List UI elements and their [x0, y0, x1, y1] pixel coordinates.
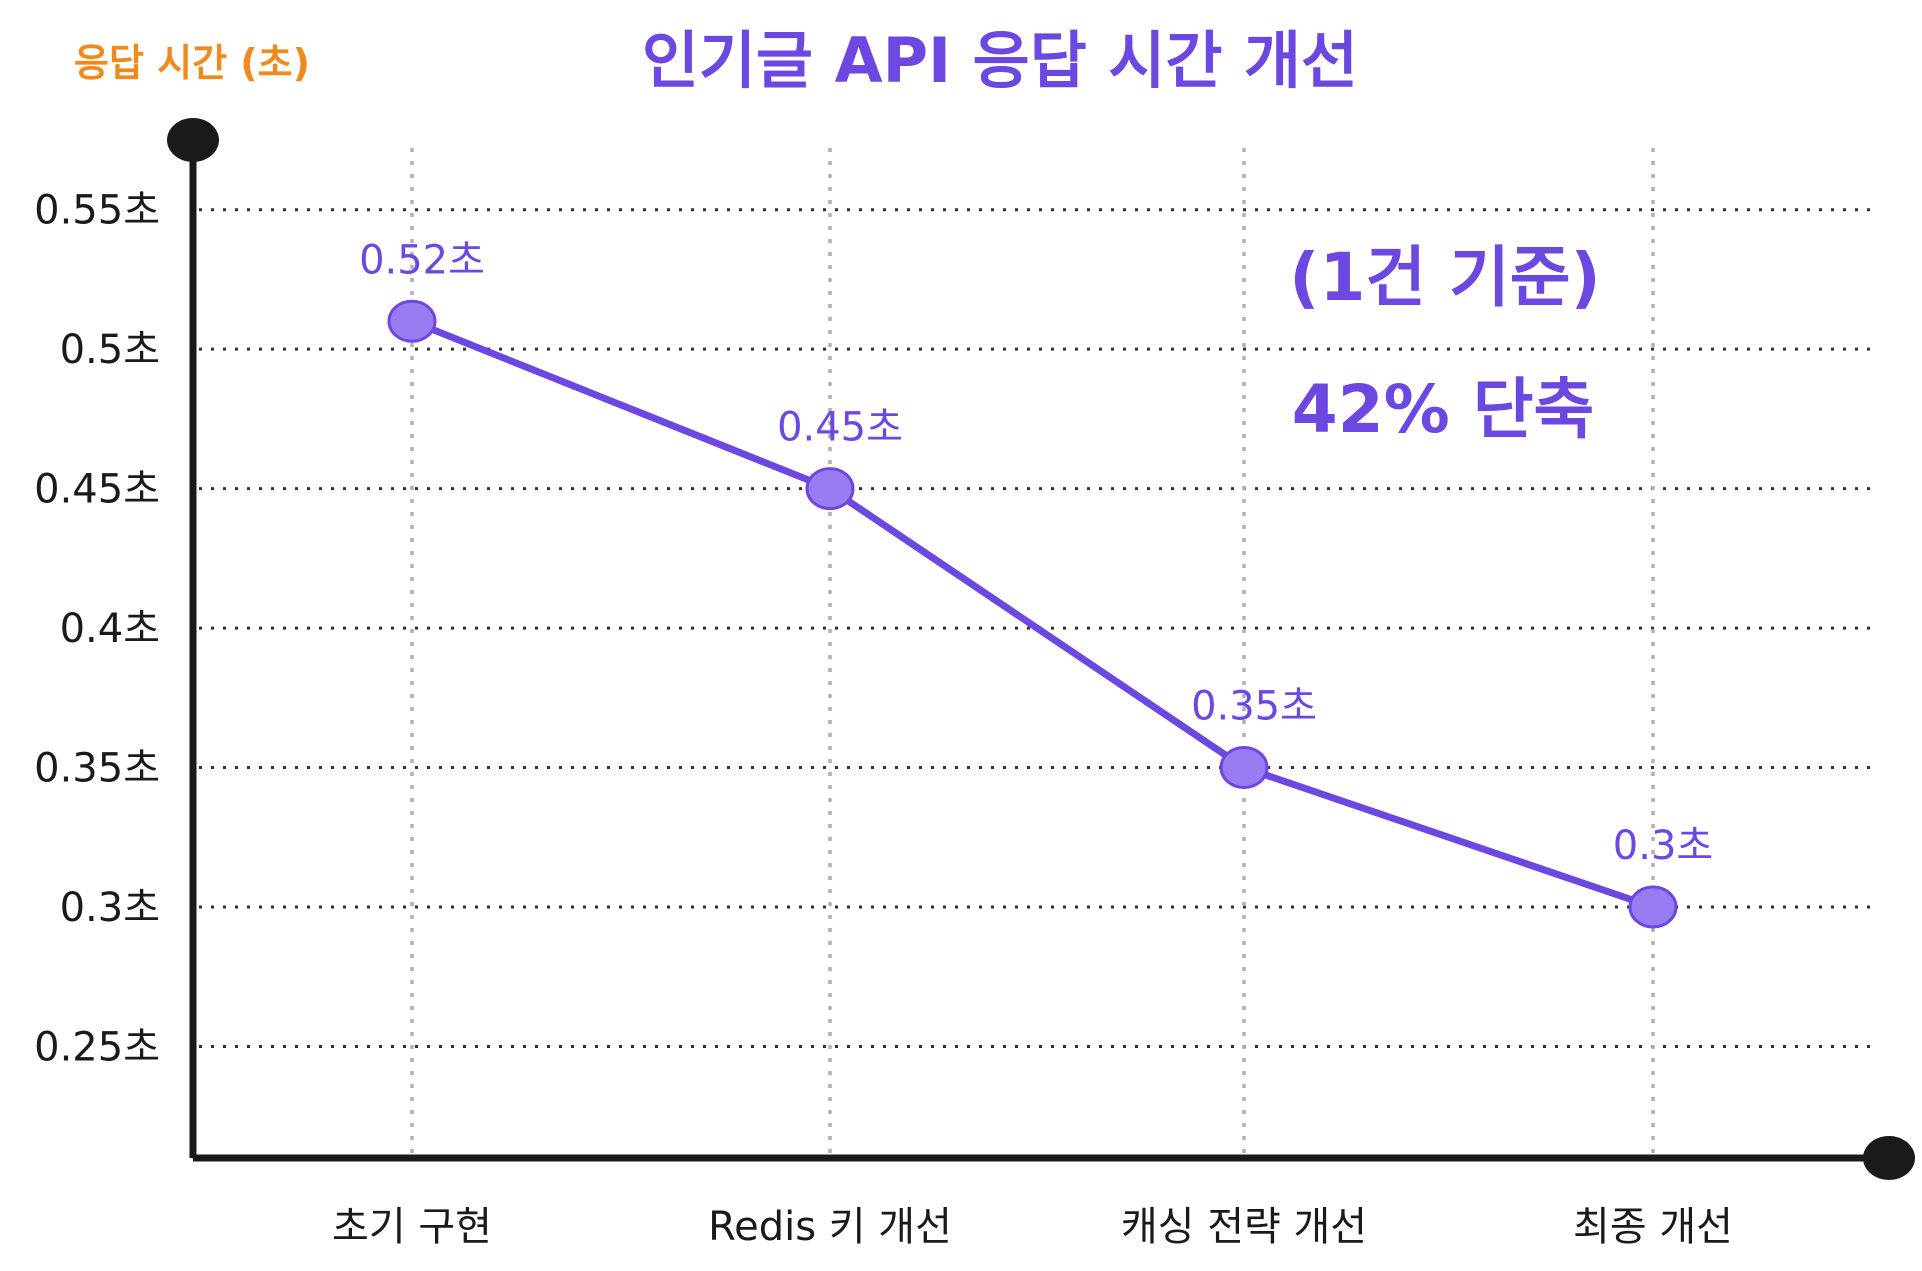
y-axis-label: 응답 시간 (초): [74, 41, 310, 85]
data-markers: [387, 299, 1678, 929]
data-label-3: 0.3초: [1613, 823, 1713, 869]
y-tick-label-2: 0.35초: [34, 746, 160, 792]
series-polyline: [408, 317, 1657, 911]
y-tick-label-5: 0.5초: [60, 327, 160, 373]
x-category-label-0: 초기 구현: [332, 1204, 492, 1250]
x-category-labels: 초기 구현 Redis 키 개선 캐싱 전략 개선 최종 개선: [332, 1204, 1733, 1250]
data-point-1: [805, 467, 855, 511]
data-point-2: [1219, 746, 1269, 790]
data-point-3: [1628, 885, 1678, 929]
axes: [167, 118, 1915, 1180]
y-tick-labels: 0.25초 0.3초 0.35초 0.4초 0.45초 0.5초 0.55초: [34, 188, 160, 1071]
y-tick-label-4: 0.45초: [34, 467, 160, 513]
y-axis-end-cap: [167, 118, 219, 162]
chart-title: 인기글 API 응답 시간 개선: [642, 24, 1358, 97]
annotation-basis: (1건 기준): [1289, 239, 1600, 316]
data-point-0: [387, 299, 437, 343]
x-category-label-3: 최종 개선: [1573, 1204, 1733, 1250]
y-tick-label-6: 0.55초: [34, 188, 160, 234]
y-tick-label-0: 0.25초: [34, 1024, 160, 1070]
y-tick-label-3: 0.4초: [60, 606, 160, 652]
data-label-1: 0.45초: [777, 405, 903, 451]
data-label-0: 0.52초: [359, 237, 485, 283]
data-label-2: 0.35초: [1191, 684, 1317, 730]
series-line: [408, 317, 1657, 911]
x-axis-end-cap: [1863, 1136, 1915, 1180]
x-category-label-1: Redis 키 개선: [708, 1204, 952, 1250]
data-labels: 0.52초 0.45초 0.35초 0.3초: [359, 237, 1713, 869]
y-tick-label-1: 0.3초: [60, 885, 160, 931]
x-category-label-2: 캐싱 전략 개선: [1121, 1204, 1367, 1250]
annotation-reduction: 42% 단축: [1292, 371, 1594, 448]
